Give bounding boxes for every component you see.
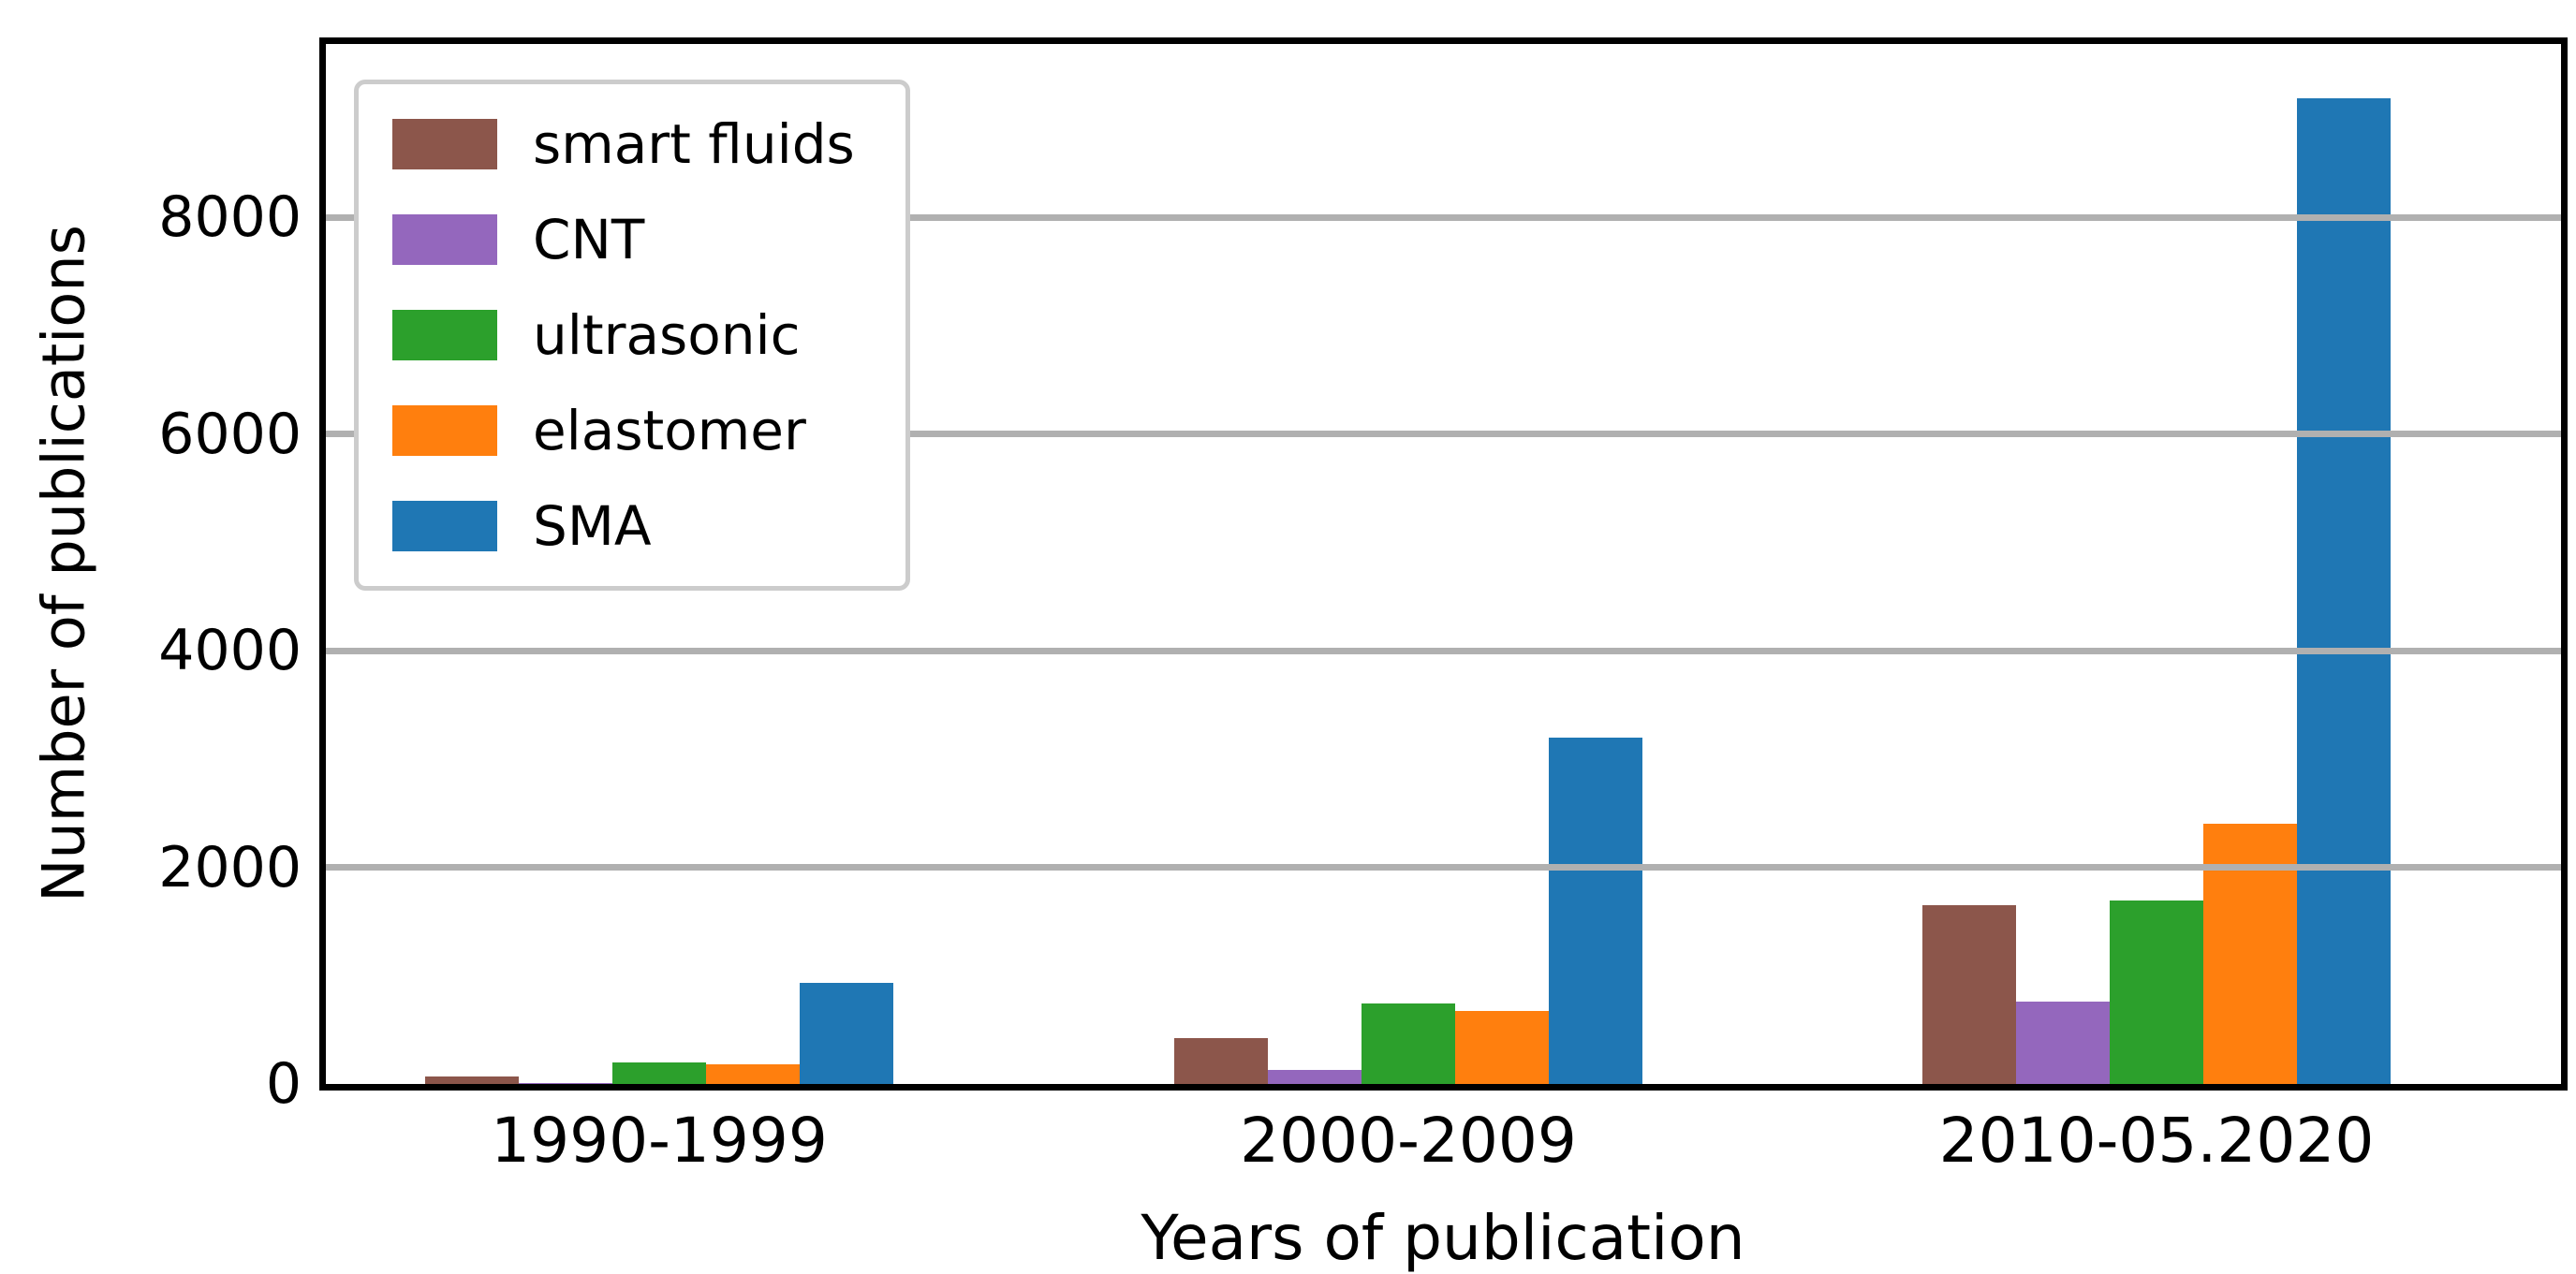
legend-entry-cnt: CNT (392, 208, 872, 271)
legend-entry-sma: SMA (392, 494, 872, 558)
bar-cnt-2000-2009 (1268, 1070, 1362, 1084)
y-tick-label-0: 0 (265, 1051, 302, 1117)
plot-area: smart fluids CNT ultrasonic elastomer SMA (319, 37, 2568, 1091)
bar-ultrasonic-2010-05-2020 (2110, 901, 2203, 1084)
legend-label-sma: SMA (533, 494, 652, 558)
x-tick-label-2000-2009: 2000-2009 (1240, 1105, 1577, 1177)
legend-entry-smart-fluids: smart fluids (392, 112, 872, 176)
bar-smart-fluids-1990-1999 (425, 1076, 519, 1084)
legend-entry-elastomer: elastomer (392, 399, 872, 462)
y-tick-label-8000: 8000 (158, 184, 302, 251)
bar-sma-2000-2009 (1549, 738, 1642, 1084)
y-tick-label-6000: 6000 (158, 401, 302, 467)
bar-elastomer-2000-2009 (1455, 1011, 1549, 1084)
legend-swatch-sma (392, 501, 497, 551)
legend-label-smart-fluids: smart fluids (533, 112, 855, 176)
bar-ultrasonic-2000-2009 (1362, 1003, 1455, 1084)
legend-swatch-smart-fluids (392, 119, 497, 169)
legend-swatch-elastomer (392, 405, 497, 456)
bar-smart-fluids-2000-2009 (1174, 1038, 1268, 1084)
gridline-4000 (326, 648, 2561, 654)
legend-label-cnt: CNT (533, 208, 645, 271)
x-axis-title: Years of publication (1141, 1202, 1745, 1274)
bar-elastomer-1990-1999 (706, 1064, 800, 1084)
legend-swatch-ultrasonic (392, 310, 497, 360)
bar-elastomer-2010-05-2020 (2203, 824, 2297, 1084)
bar-ultrasonic-1990-1999 (612, 1062, 706, 1084)
bar-sma-2010-05-2020 (2297, 98, 2391, 1084)
legend: smart fluids CNT ultrasonic elastomer SMA (354, 80, 910, 591)
gridline-6000 (326, 431, 2561, 437)
x-tick-label-1990-1999: 1990-1999 (491, 1105, 828, 1177)
bar-cnt-2010-05-2020 (2016, 1002, 2110, 1084)
gridline-2000 (326, 864, 2561, 871)
gridline-8000 (326, 214, 2561, 221)
legend-entry-ultrasonic: ultrasonic (392, 303, 872, 367)
y-axis-title: Number of publications (29, 225, 98, 902)
bar-cnt-1990-1999 (519, 1083, 612, 1084)
legend-label-elastomer: elastomer (533, 399, 806, 462)
legend-label-ultrasonic: ultrasonic (533, 303, 801, 367)
bar-sma-1990-1999 (800, 983, 893, 1084)
x-tick-label-2010-05-2020: 2010-05.2020 (1938, 1105, 2375, 1177)
legend-swatch-cnt (392, 214, 497, 265)
y-tick-label-4000: 4000 (158, 618, 302, 684)
y-tick-label-2000: 2000 (158, 834, 302, 901)
bar-smart-fluids-2010-05-2020 (1922, 905, 2016, 1084)
